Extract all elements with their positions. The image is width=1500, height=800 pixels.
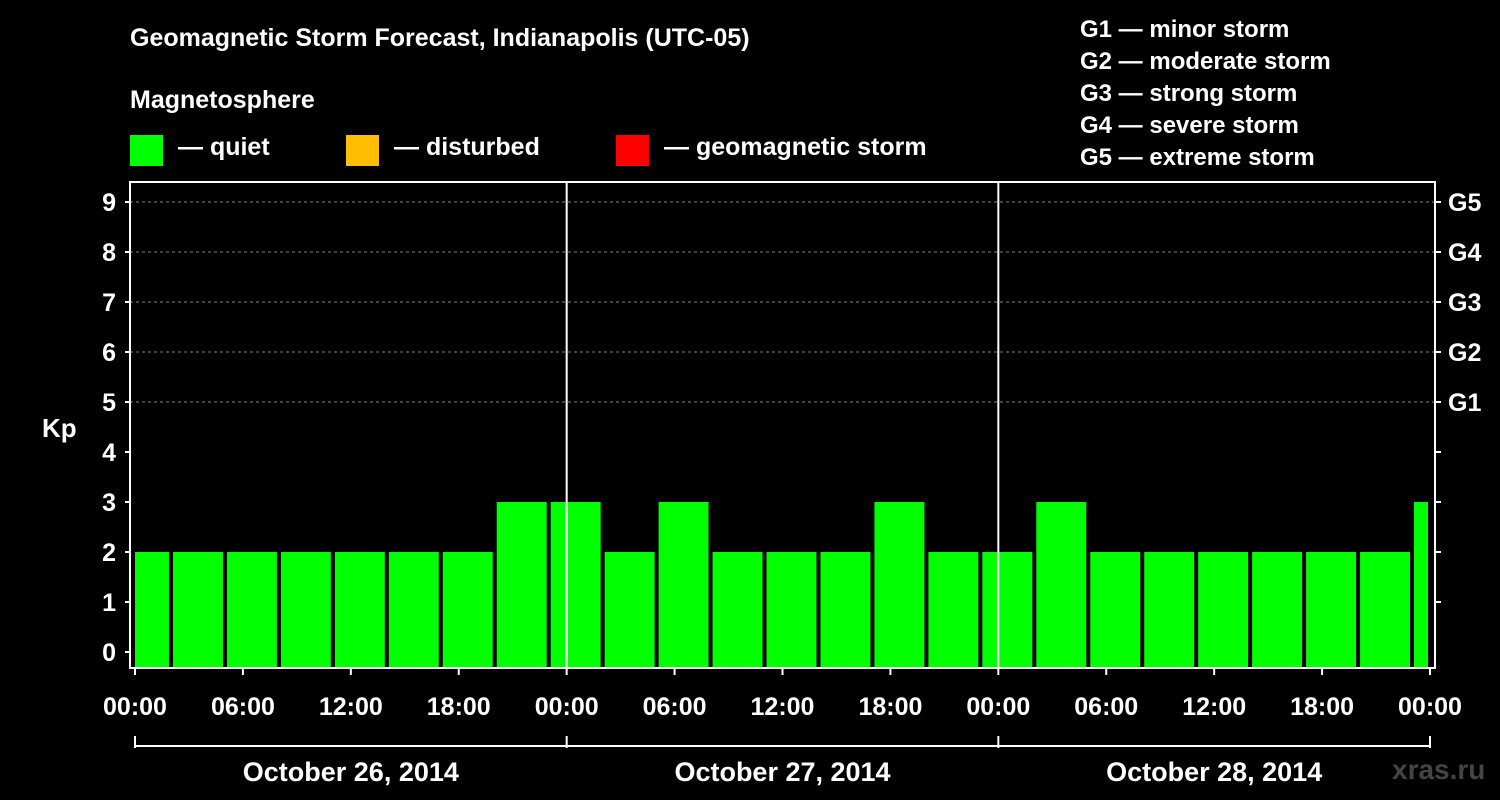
storm-swatch [616,135,649,166]
y-tick-label: 1 [102,589,116,617]
kp-bar [550,502,601,668]
x-tick-label: 00:00 [535,693,599,721]
kp-bar [820,552,871,668]
kp-bar [1036,502,1087,668]
x-tick-label: 06:00 [211,693,275,721]
kp-bar [172,552,223,668]
x-tick-label: 00:00 [1398,693,1462,721]
kp-bar [658,502,709,668]
kp-bar [280,552,331,668]
x-tick-label: 06:00 [1074,693,1138,721]
legend-label-disturbed: — disturbed [394,133,540,161]
y-tick-label: 3 [102,489,116,517]
kp-bar [1306,552,1357,668]
kp-bar [1414,502,1428,668]
watermark: xras.ru [1392,754,1486,785]
legend-label-storm: — geomagnetic storm [664,133,927,161]
x-tick-label: 06:00 [643,693,707,721]
disturbed-swatch [346,135,379,166]
kp-bar [135,552,169,668]
day-label: October 28, 2014 [1106,757,1322,787]
storm-scale-legend: G1 — minor storm G2 — moderate storm G3 … [1080,14,1331,174]
kp-bar [388,552,439,668]
y-tick-label: 4 [102,439,116,467]
day-label: October 27, 2014 [674,757,890,787]
kp-bar [1144,552,1195,668]
g-scale-label: G5 [1448,189,1481,217]
x-tick-label: 12:00 [751,693,815,721]
storm-scale-g3: G3 — strong storm [1080,80,1298,107]
kp-bar [442,552,493,668]
y-tick-label: 8 [102,239,116,267]
magnetosphere-label: Magnetosphere [130,86,315,114]
y-tick-label: 0 [102,639,116,667]
storm-scale-g2: G2 — moderate storm [1080,48,1331,75]
legend-label-quiet: — quiet [178,133,270,161]
y-tick-label: 7 [102,289,116,317]
g-scale-label: G1 [1448,389,1481,417]
x-tick-label: 12:00 [1182,693,1246,721]
kp-bar [1090,552,1141,668]
g-scale-label: G4 [1448,239,1481,267]
y-tick-label: 9 [102,189,116,217]
x-tick-label: 18:00 [1290,693,1354,721]
day-label: October 26, 2014 [243,757,459,787]
kp-bar [1360,552,1411,668]
kp-bar [874,502,925,668]
kp-bar [334,552,385,668]
y-tick-label: 2 [102,539,116,567]
kp-bar [1252,552,1303,668]
kp-bar [712,552,763,668]
storm-scale-g1: G1 — minor storm [1080,16,1290,43]
y-tick-label: 5 [102,389,116,417]
x-tick-label: 18:00 [858,693,922,721]
kp-bar [1198,552,1249,668]
g-scale-label: G2 [1448,339,1481,367]
storm-scale-g4: G4 — severe storm [1080,112,1299,139]
kp-bar [928,552,979,668]
y-tick-label: 6 [102,339,116,367]
x-tick-label: 12:00 [319,693,383,721]
x-tick-label: 18:00 [427,693,491,721]
g-scale-label: G3 [1448,289,1481,317]
kp-bar [496,502,547,668]
quiet-swatch [130,135,163,166]
y-axis-label: Kp [42,413,77,443]
kp-bar [982,552,1033,668]
x-tick-label: 00:00 [103,693,167,721]
x-tick-label: 00:00 [966,693,1030,721]
kp-bar [604,552,655,668]
kp-bar [226,552,277,668]
storm-scale-g5: G5 — extreme storm [1080,144,1315,171]
kp-bar [766,552,817,668]
chart-title: Geomagnetic Storm Forecast, Indianapolis… [130,24,750,52]
